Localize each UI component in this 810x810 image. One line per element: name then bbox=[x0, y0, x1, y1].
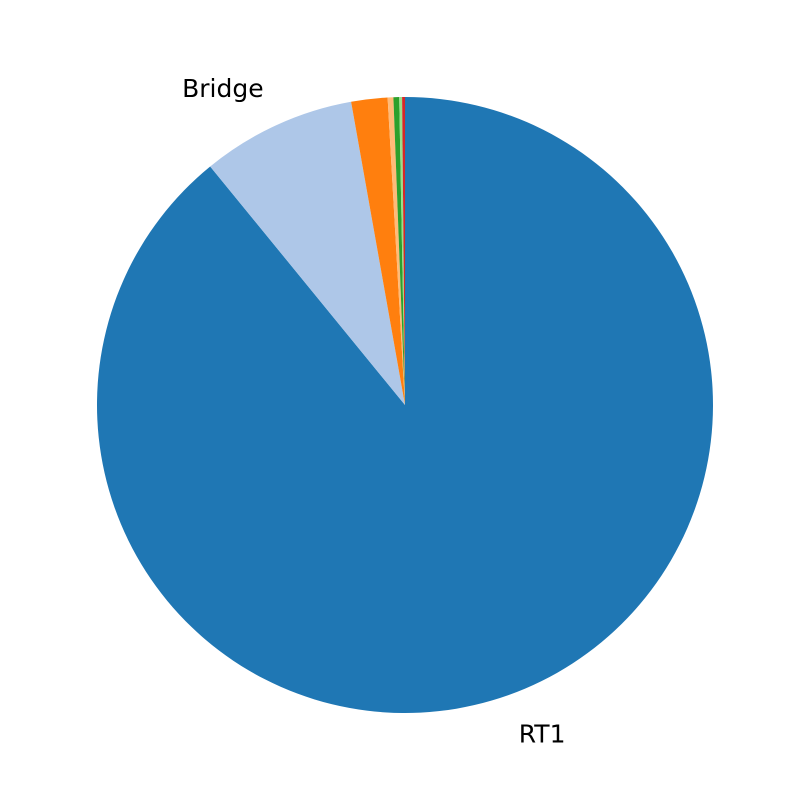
pie-slice-0 bbox=[96, 97, 713, 713]
pie-slice-6 bbox=[402, 96, 405, 405]
pie-slice-4 bbox=[393, 97, 405, 406]
pie-slice-1 bbox=[210, 101, 405, 405]
slice-label-1: Bridge bbox=[182, 74, 264, 103]
pie-slice-2 bbox=[351, 97, 405, 406]
pie-slice-3 bbox=[387, 97, 405, 405]
pie-labels: RT1 Bridge bbox=[182, 74, 565, 748]
pie-slice-5 bbox=[399, 97, 405, 405]
slice-label-0: RT1 bbox=[519, 720, 566, 749]
pie-slices bbox=[96, 96, 713, 713]
